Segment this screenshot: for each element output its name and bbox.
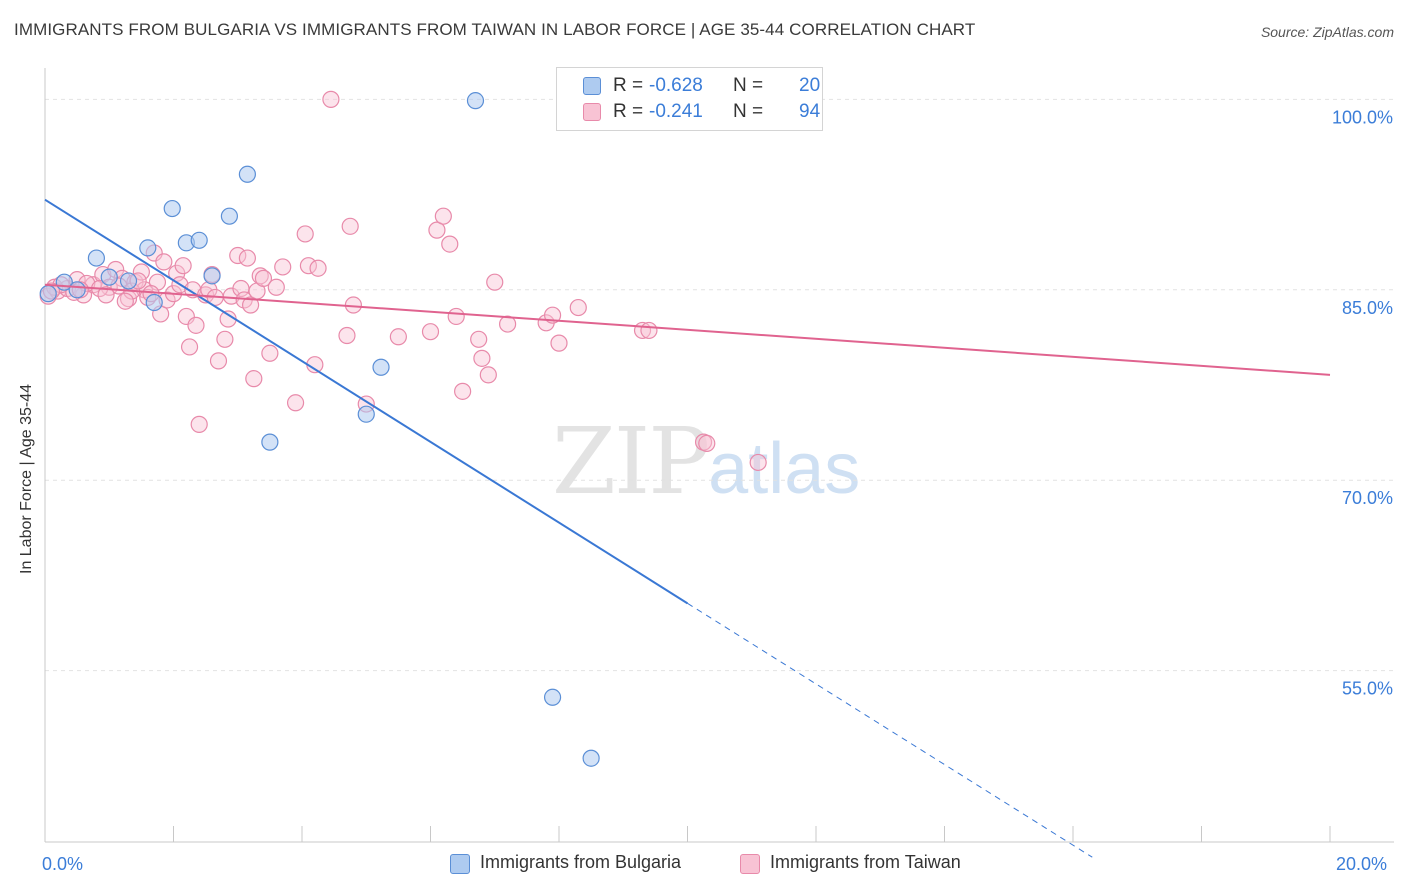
bulgaria-point: [203, 267, 221, 285]
bulgaria-point: [466, 92, 485, 110]
taiwan-point: [299, 257, 318, 275]
taiwan-point: [338, 326, 356, 345]
taiwan-point: [132, 263, 150, 281]
taiwan-swatch: [583, 103, 601, 121]
taiwan-point: [389, 328, 407, 346]
bulgaria-trend-extension: [687, 602, 1093, 858]
bulgaria-point: [119, 272, 138, 290]
taiwan-point: [454, 382, 472, 400]
taiwan-point: [238, 249, 256, 267]
bulgaria-point: [220, 207, 238, 225]
taiwan-swatch: [740, 854, 760, 874]
legend-label-bulgaria: Immigrants from Bulgaria: [480, 852, 682, 872]
grid-lines: [45, 98, 1394, 672]
bulgaria-point: [87, 249, 106, 267]
bulgaria-point: [357, 405, 375, 423]
chart-title: IMMIGRANTS FROM BULGARIA VS IMMIGRANTS F…: [14, 20, 976, 39]
taiwan-point: [698, 434, 716, 453]
axes: [44, 68, 1394, 843]
bulgaria-point: [39, 285, 57, 303]
bulgaria-point: [261, 433, 279, 451]
taiwan-trend-line: [44, 283, 1331, 376]
taiwan-point: [470, 330, 488, 348]
taiwan-point: [187, 316, 205, 334]
taiwan-point: [341, 217, 359, 235]
bulgaria-swatch: [583, 77, 601, 95]
r-label: R =: [613, 75, 644, 96]
taiwan-point: [267, 278, 285, 296]
taiwan-point: [274, 258, 292, 276]
x-tick-min: 0.0%: [42, 854, 84, 874]
source-label: Source: ZipAtlas.com: [1260, 24, 1394, 40]
taiwan-point: [251, 267, 269, 285]
bulgaria-point: [139, 239, 157, 257]
watermark: ZIPatlas: [552, 408, 860, 515]
bulgaria-point: [100, 268, 118, 286]
taiwan-point: [216, 330, 234, 348]
taiwan-point: [309, 259, 327, 277]
taiwan-point: [486, 273, 504, 291]
r-label: R =: [613, 101, 644, 122]
bulgaria-swatch: [450, 854, 470, 874]
taiwan-points: [39, 90, 767, 472]
y-tick-label: 85.0%: [1342, 298, 1393, 318]
taiwan-point: [242, 296, 260, 314]
y-tick-labels: 100.0% 85.0% 70.0% 55.0%: [1332, 107, 1393, 698]
taiwan-point: [97, 286, 115, 304]
n-label: N =: [733, 101, 764, 122]
taiwan-point: [473, 349, 491, 367]
taiwan-point: [174, 257, 192, 275]
taiwan-point: [434, 207, 452, 225]
series-legend: Immigrants from Bulgaria Immigrants from…: [0, 852, 1406, 878]
taiwan-point: [116, 292, 134, 310]
y-tick-label: 70.0%: [1342, 488, 1393, 508]
bulgaria-r-value: -0.628: [649, 75, 703, 96]
taiwan-n-value: 94: [799, 101, 821, 122]
bulgaria-point: [163, 199, 181, 218]
taiwan-point: [245, 370, 263, 388]
bulgaria-trend-line: [44, 198, 689, 605]
taiwan-point: [209, 352, 228, 370]
bulgaria-point: [543, 688, 562, 706]
taiwan-point: [155, 253, 173, 271]
legend-label-taiwan: Immigrants from Taiwan: [770, 852, 961, 872]
taiwan-point: [550, 334, 568, 352]
watermark-zip: ZIP: [552, 408, 710, 515]
taiwan-point: [441, 235, 459, 253]
taiwan-point: [499, 315, 517, 333]
taiwan-point: [447, 307, 465, 326]
y-tick-label: 55.0%: [1342, 679, 1393, 699]
taiwan-point: [749, 453, 767, 472]
stats-legend: R = -0.628 N = 20 R = -0.241 N = 94: [556, 67, 823, 131]
taiwan-point: [569, 298, 587, 317]
taiwan-point: [190, 415, 208, 433]
taiwan-point: [479, 366, 497, 384]
n-label: N =: [733, 75, 764, 96]
y-tick-label: 100.0%: [1332, 107, 1393, 127]
y-axis-label: In Labor Force | Age 35-44: [18, 383, 35, 574]
bulgaria-point: [372, 358, 390, 376]
taiwan-point: [286, 394, 305, 412]
bulgaria-n-value: 20: [799, 75, 821, 96]
x-tick-max: 20.0%: [1336, 854, 1388, 874]
taiwan-r-value: -0.241: [649, 101, 703, 122]
bulgaria-point: [145, 293, 163, 312]
bulgaria-point: [582, 749, 600, 767]
taiwan-point: [229, 246, 247, 265]
bulgaria-point: [238, 165, 256, 183]
bulgaria-point: [68, 281, 86, 299]
taiwan-point: [428, 221, 446, 239]
trend-lines: [44, 198, 1331, 858]
watermark-atlas: atlas: [708, 429, 861, 509]
taiwan-point: [254, 269, 273, 287]
taiwan-point: [421, 323, 440, 341]
bulgaria-points: [39, 92, 600, 767]
bulgaria-point: [190, 231, 208, 249]
taiwan-point: [261, 344, 279, 362]
taiwan-point: [296, 225, 314, 243]
taiwan-point: [640, 321, 658, 340]
taiwan-point: [322, 90, 340, 108]
taiwan-point: [180, 338, 199, 356]
